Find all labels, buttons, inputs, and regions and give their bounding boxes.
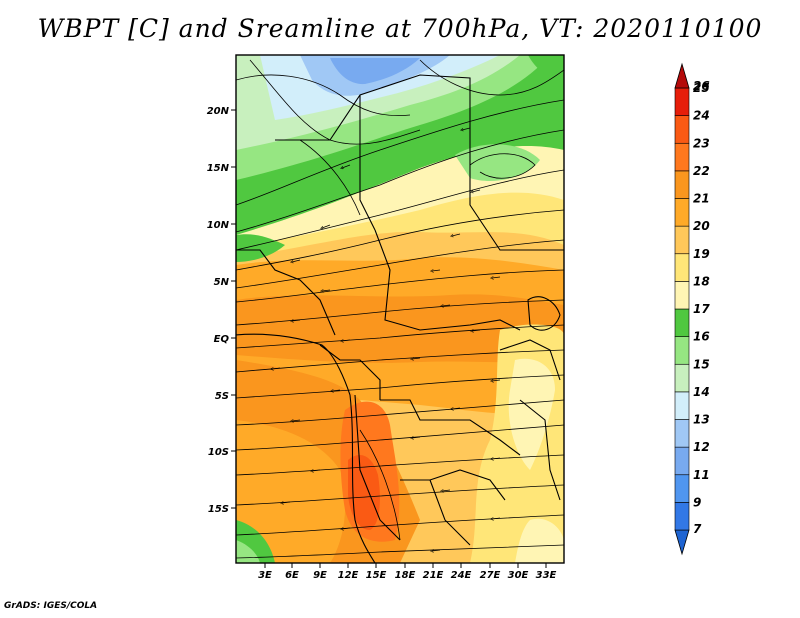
colorbar-label: 13 xyxy=(693,413,710,427)
lon-label: 21E xyxy=(423,570,444,581)
colorbar-label: 26 xyxy=(693,79,710,93)
lat-label: EQ xyxy=(214,334,230,345)
colorbar-swatch xyxy=(674,391,690,420)
map-frame xyxy=(235,54,565,564)
colorbar-swatch xyxy=(674,446,690,476)
lat-label: 5N xyxy=(214,277,230,288)
colorbar-label: 14 xyxy=(693,385,710,399)
lon-label: 30E xyxy=(508,570,529,581)
lon-label: 33E xyxy=(536,570,557,581)
colorbar-label: 11 xyxy=(693,468,710,482)
colorbar-label: 21 xyxy=(693,192,710,206)
colorbar-swatch xyxy=(674,142,690,172)
colorbar-label: 22 xyxy=(693,164,710,178)
longitude-axis: 3E 6E 9E 12E 15E 18E 21E 24E 27E 30E 33E xyxy=(258,563,557,581)
page-title: WBPT [C] and Sreamline at 700hPa, VT: 20… xyxy=(37,14,763,43)
map-field xyxy=(236,55,564,563)
colorbar-label: 23 xyxy=(693,136,710,150)
colorbar-swatch xyxy=(674,281,690,310)
colorbar-label: 18 xyxy=(693,274,710,288)
lon-label: 3E xyxy=(258,570,272,581)
colorbar-swatch xyxy=(674,308,690,337)
colorbar-swatch xyxy=(674,336,690,365)
colorbar-label: 25 xyxy=(693,81,710,95)
colorbar-swatch xyxy=(674,502,690,531)
stream-arrows xyxy=(272,127,501,551)
colorbar-label: 15 xyxy=(693,357,710,371)
colorbar-swatch xyxy=(674,529,690,556)
colorbar-swatch xyxy=(674,363,690,393)
lon-label: 27E xyxy=(480,570,501,581)
colorbar-label: 12 xyxy=(693,440,710,454)
lon-label: 9E xyxy=(313,570,327,581)
colorbar-label: 7 xyxy=(693,522,702,536)
colorbar-swatch xyxy=(674,419,690,448)
lon-label: 15E xyxy=(366,570,387,581)
colorbar-label: 17 xyxy=(693,302,710,316)
lat-label: 20N xyxy=(207,106,230,117)
lat-label: 5S xyxy=(215,391,229,402)
lat-label: 15N xyxy=(207,163,230,174)
lon-label: 12E xyxy=(338,570,359,581)
colorbar-label: 19 xyxy=(693,247,710,261)
colorbar-swatch xyxy=(674,253,690,282)
colorbar-swatch xyxy=(674,62,690,89)
colorbar-label: 20 xyxy=(693,219,710,233)
colorbar-label: 24 xyxy=(693,109,710,123)
colorbar-label: 9 xyxy=(693,495,701,509)
colorbar-swatch xyxy=(674,198,690,227)
colorbar-swatch xyxy=(674,170,690,199)
colorbar-label: 16 xyxy=(693,330,710,344)
grads-credit: GrADS: IGES/COLA xyxy=(4,601,98,611)
streamlines xyxy=(236,59,564,559)
colorbar-swatch xyxy=(674,225,690,255)
lat-label: 15S xyxy=(208,504,229,515)
lat-label: 10N xyxy=(207,220,230,231)
country-borders xyxy=(236,74,564,563)
lat-label: 10S xyxy=(208,447,229,458)
lon-label: 24E xyxy=(451,570,472,581)
latitude-axis: 20N 15N 10N 5N EQ 5S 10S 15S xyxy=(207,106,236,515)
colorbar-swatch xyxy=(674,87,690,116)
colorbar-swatch xyxy=(674,115,690,144)
colorbar-swatch xyxy=(674,474,690,503)
lon-label: 18E xyxy=(395,570,416,581)
lon-label: 6E xyxy=(285,570,299,581)
